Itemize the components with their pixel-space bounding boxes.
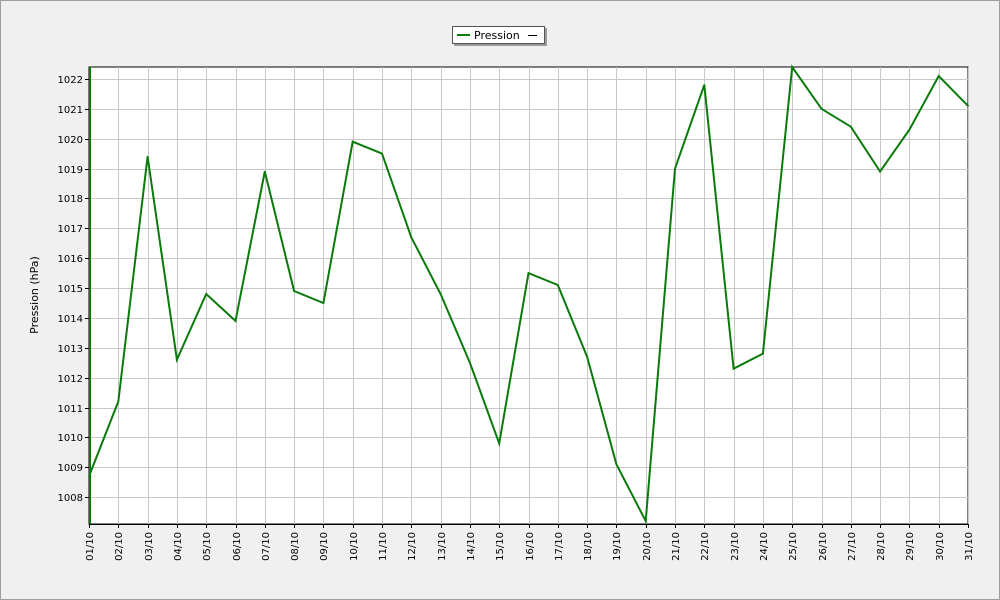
data-point [117, 400, 120, 403]
legend-dash-icon [527, 34, 537, 36]
y-tick-label: 1014 [58, 314, 83, 325]
data-point [703, 84, 706, 86]
data-point [176, 358, 178, 361]
x-tick-label: 09/10 [319, 532, 330, 561]
y-tick-label: 1022 [58, 75, 83, 86]
x-tick-label: 11/10 [378, 532, 389, 561]
x-tick-label: 29/10 [905, 532, 916, 561]
y-axis-title: Pression (hPa) [28, 256, 41, 334]
x-tick-label: 22/10 [700, 532, 711, 561]
x-tick-label: 04/10 [173, 532, 184, 561]
y-tick-label: 1021 [58, 105, 83, 116]
data-point [351, 140, 354, 143]
y-tick-label: 1017 [58, 224, 83, 235]
y-tick-label: 1011 [58, 404, 83, 415]
data-point [234, 320, 237, 322]
data-point [557, 284, 559, 286]
y-tick-label: 1018 [58, 194, 83, 205]
x-tick-label: 14/10 [466, 532, 477, 561]
data-point [586, 355, 588, 358]
x-tick-label: 30/10 [935, 532, 946, 561]
data-point [410, 236, 413, 239]
x-tick-label: 24/10 [759, 532, 770, 561]
y-tick-label: 1020 [58, 135, 83, 146]
y-tick-label: 1008 [58, 493, 83, 504]
y-tick-label: 1013 [58, 344, 83, 355]
y-tick-label: 1016 [58, 254, 83, 265]
data-point [820, 108, 823, 110]
data-point [732, 367, 735, 370]
y-tick-label: 1010 [58, 433, 83, 444]
x-tick-label: 01/10 [85, 532, 96, 561]
data-point [439, 293, 442, 295]
series-layer [88, 64, 969, 525]
x-tick-label: 19/10 [612, 532, 623, 561]
data-point [381, 152, 383, 155]
x-tick-label: 27/10 [847, 532, 858, 561]
data-point [908, 128, 911, 131]
x-tick-label: 06/10 [232, 532, 243, 561]
x-tick-label: 28/10 [876, 532, 887, 561]
data-point [498, 442, 501, 445]
legend-swatch-pression [457, 34, 470, 36]
x-tick-label: 15/10 [495, 532, 506, 561]
x-tick-label: 26/10 [818, 532, 829, 561]
legend: Pression [452, 26, 545, 44]
x-tick-label: 17/10 [554, 532, 565, 561]
x-tick-label: 08/10 [290, 532, 301, 561]
data-point [527, 272, 530, 274]
data-point [850, 125, 852, 128]
y-tick-label: 1012 [58, 374, 83, 385]
data-point [264, 170, 266, 173]
data-point [205, 293, 207, 295]
x-tick-label: 25/10 [788, 532, 799, 561]
data-point [937, 75, 940, 77]
y-tick-label: 1009 [58, 463, 83, 474]
x-tick-label: 20/10 [642, 532, 653, 561]
data-point [146, 155, 149, 158]
data-point [674, 167, 676, 170]
data-point [615, 463, 618, 466]
x-tick-label: 07/10 [261, 532, 272, 561]
data-point [967, 105, 969, 107]
x-tick-label: 13/10 [437, 532, 448, 561]
x-tick-label: 03/10 [144, 532, 155, 561]
x-tick-label: 16/10 [525, 532, 536, 561]
data-point [879, 170, 881, 173]
x-tick-label: 12/10 [407, 532, 418, 561]
x-tick-label: 05/10 [202, 532, 213, 561]
data-point [293, 290, 295, 292]
data-point [644, 520, 647, 522]
grid-lines [89, 67, 969, 524]
y-axis: 1008 1009 1010 1011 1012 1013 1014 1015 1016 1017… [58, 67, 90, 524]
x-tick-label: 18/10 [583, 532, 594, 561]
x-tick-label: 21/10 [671, 532, 682, 561]
legend-label-pression: Pression [474, 28, 520, 42]
data-point [791, 66, 793, 68]
x-tick-label: 31/10 [964, 532, 975, 561]
data-point [322, 302, 325, 304]
x-tick-label: 02/10 [114, 532, 125, 561]
x-axis: 01/10 02/10 03/10 04/10 05/10 06/10 07/10 08/10… [85, 524, 975, 561]
y-tick-label: 1015 [58, 284, 83, 295]
y-tick-label: 1019 [58, 165, 83, 176]
x-tick-label: 10/10 [349, 532, 360, 561]
plot-area [88, 66, 969, 525]
data-point [469, 361, 471, 364]
x-tick-label: 23/10 [730, 532, 741, 561]
data-point [762, 352, 764, 355]
